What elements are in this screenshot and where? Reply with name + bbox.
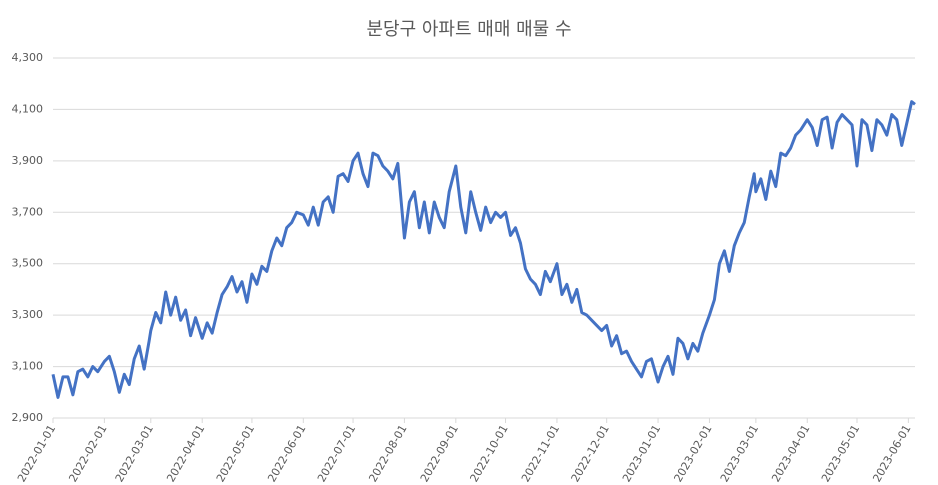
- chart-title: 분당구 아파트 매매 매물 수: [366, 19, 571, 40]
- x-tick-label: 2022-03-01: [113, 423, 156, 485]
- x-tick-label: 2022-04-01: [164, 423, 207, 485]
- x-tick-label: 2023-05-01: [819, 423, 862, 485]
- y-tick-label: 4,300: [12, 51, 44, 64]
- x-tick-label: 2022-05-01: [214, 423, 257, 485]
- y-tick-label: 4,100: [12, 102, 44, 115]
- x-tick-label: 2022-08-01: [366, 423, 409, 485]
- x-tick-label: 2023-04-01: [769, 423, 812, 485]
- x-tick-label: 2023-03-01: [718, 423, 761, 485]
- y-tick-label: 2,900: [12, 411, 44, 424]
- y-tick-label: 3,700: [12, 205, 44, 218]
- x-tick-label: 2022-12-01: [569, 423, 612, 485]
- data-line: [51, 100, 916, 399]
- x-tick-label: 2022-07-01: [315, 423, 358, 485]
- x-tick-label: 2023-01-01: [620, 423, 663, 485]
- x-tick-label: 2022-01-01: [15, 423, 58, 485]
- y-tick-label: 3,300: [12, 308, 44, 321]
- x-tick-label: 2023-06-01: [870, 423, 913, 485]
- x-tick-label: 2022-10-01: [468, 423, 511, 485]
- x-tick-label: 2022-09-01: [418, 422, 461, 484]
- x-tick-label: 2022-02-01: [66, 423, 109, 485]
- y-tick-label: 3,900: [12, 154, 44, 167]
- x-tick-label: 2022-06-01: [265, 423, 308, 485]
- y-tick-label: 3,500: [12, 257, 44, 270]
- y-tick-label: 3,100: [12, 360, 44, 373]
- x-tick-label: 2023-02-01: [671, 423, 714, 485]
- x-tick-label: 2022-11-01: [519, 423, 562, 485]
